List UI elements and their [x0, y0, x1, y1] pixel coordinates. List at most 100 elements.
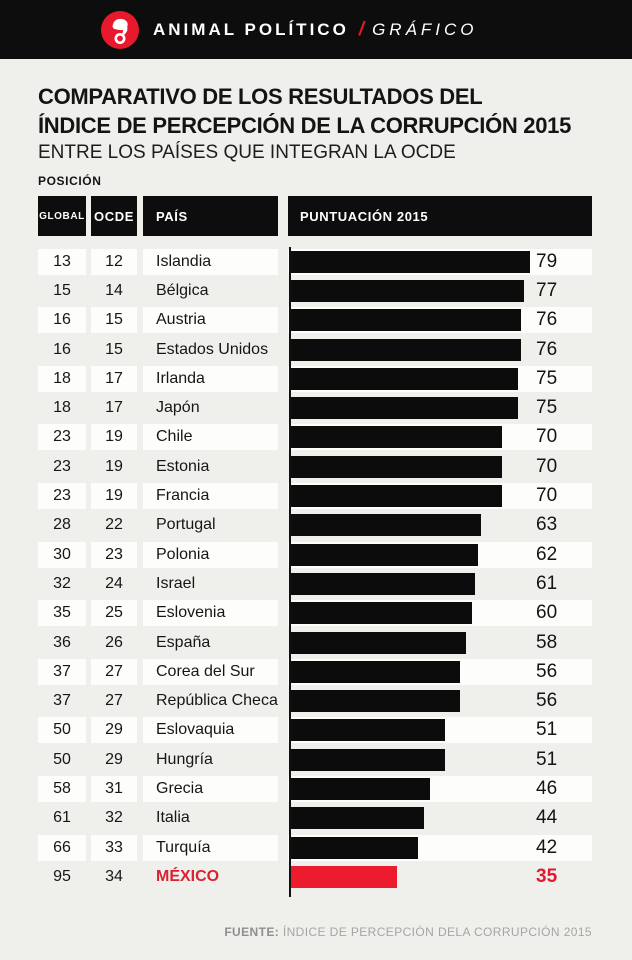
ocde-rank-cell: 24 — [105, 574, 123, 592]
country-cell: Portugal — [156, 516, 216, 534]
score-value: 51 — [536, 748, 558, 770]
score-cell: 44 — [288, 805, 592, 831]
column-header-global: GLOBAL — [38, 196, 86, 236]
score-value: 75 — [536, 397, 558, 419]
score-cell: 75 — [288, 395, 592, 421]
score-bar — [291, 865, 397, 888]
ocde-rank-cell: 32 — [105, 809, 123, 827]
ocde-rank-cell: 27 — [91, 658, 137, 685]
table-row: 58 31 Grecia 46 — [38, 774, 592, 803]
table-row: 32 24 Israel 61 — [38, 569, 592, 598]
brand-section-grafico: GRÁFICO — [372, 19, 478, 39]
global-rank-cell: 95 — [53, 867, 71, 885]
table-row: 18 17 Japón 75 — [38, 393, 592, 422]
country-cell: España — [156, 633, 211, 651]
ocde-rank-cell: 26 — [105, 633, 123, 651]
ocde-rank-cell: 25 — [91, 600, 137, 627]
score-value: 61 — [536, 572, 558, 594]
table-row: 13 12 Islandia 79 — [38, 247, 592, 276]
country-cell: Israel — [156, 574, 196, 592]
country-cell: Francia — [143, 483, 278, 510]
ocde-rank-cell: 33 — [91, 834, 137, 861]
country-cell: Estonia — [156, 457, 210, 475]
table-row: 30 23 Polonia 62 — [38, 540, 592, 569]
global-rank-cell: 32 — [53, 574, 71, 592]
score-cell: 60 — [288, 600, 592, 627]
chart-title-line2: ÍNDICE DE PERCEPCIÓN DE LA CORRUPCIÓN 20… — [38, 113, 572, 138]
country-cell: Bélgica — [156, 281, 209, 299]
column-header-puntuacion: PUNTUACIÓN 2015 — [288, 196, 592, 236]
country-cell: MÉXICO — [156, 867, 220, 885]
score-value: 35 — [536, 865, 558, 887]
table-row: 66 33 Turquía 42 — [38, 833, 592, 862]
score-value: 56 — [536, 690, 558, 712]
ocde-rank-cell: 31 — [91, 775, 137, 802]
source-label: FUENTE: — [224, 924, 280, 939]
score-bar — [291, 338, 521, 361]
ocde-rank-cell: 27 — [105, 692, 123, 710]
score-cell: 58 — [288, 630, 592, 656]
score-value: 46 — [536, 777, 558, 799]
score-value: 70 — [536, 426, 558, 448]
score-value: 62 — [536, 543, 558, 565]
brand-separator-slash: / — [358, 18, 365, 40]
global-rank-cell: 36 — [53, 633, 71, 651]
score-cell: 56 — [288, 658, 592, 685]
table-row: 50 29 Hungría 51 — [38, 745, 592, 774]
rows: 13 12 Islandia 79 15 14 Bélgica 77 16 15 Austria 76… — [38, 247, 592, 892]
country-cell: Hungría — [156, 750, 213, 768]
global-rank-cell: 30 — [38, 541, 86, 568]
global-rank-cell: 37 — [53, 692, 71, 710]
score-cell: 35 — [288, 864, 592, 890]
score-value: 76 — [536, 338, 558, 360]
table-row: 23 19 Estonia 70 — [38, 452, 592, 481]
global-rank-cell: 50 — [53, 750, 71, 768]
score-bar — [291, 514, 482, 537]
country-cell: Eslovaquia — [143, 717, 278, 744]
country-cell: Estados Unidos — [156, 340, 269, 358]
score-value: 76 — [536, 309, 558, 331]
score-value: 70 — [536, 455, 558, 477]
score-bar — [291, 807, 424, 830]
score-bar — [291, 748, 446, 771]
ocde-rank-cell: 19 — [91, 483, 137, 510]
table-row: 36 26 España 58 — [38, 628, 592, 657]
score-bar — [291, 602, 473, 625]
score-cell: 46 — [288, 775, 592, 802]
elephant-on-wheel-icon — [101, 10, 139, 49]
global-rank-cell: 58 — [38, 775, 86, 802]
country-cell: Eslovenia — [143, 600, 278, 627]
bar-axis-line — [289, 247, 291, 897]
score-value: 79 — [536, 250, 558, 272]
country-cell: Corea del Sur — [143, 658, 278, 685]
score-cell: 62 — [288, 541, 592, 568]
ocde-rank-cell: 12 — [91, 248, 137, 275]
country-cell: Grecia — [143, 775, 278, 802]
score-cell: 51 — [288, 747, 592, 773]
source-footnote: FUENTE: ÍNDICE DE PERCEPCIÓN DELA CORRUP… — [38, 925, 592, 939]
table-header-row: GLOBAL OCDE PAÍS PUNTUACIÓN 2015 — [38, 196, 592, 236]
brand-wordmark: ANIMAL POLÍTICO / GRÁFICO — [153, 19, 478, 41]
ocde-rank-cell: 19 — [105, 457, 123, 475]
table-row: 35 25 Eslovenia 60 — [38, 599, 592, 628]
chart-title: COMPARATIVO DE LOS RESULTADOS DEL ÍNDICE… — [38, 82, 592, 140]
score-value: 56 — [536, 660, 558, 682]
score-bar — [291, 250, 530, 273]
ocde-rank-cell: 15 — [105, 340, 123, 358]
score-cell: 56 — [288, 688, 592, 714]
score-bar — [291, 309, 521, 332]
bar-chart-table: 13 12 Islandia 79 15 14 Bélgica 77 16 15 Austria 76… — [38, 247, 592, 897]
table-row: 16 15 Estados Unidos 76 — [38, 335, 592, 364]
score-value: 58 — [536, 631, 558, 653]
score-bar — [291, 367, 518, 390]
table-row: 37 27 Corea del Sur 56 — [38, 657, 592, 686]
score-value: 44 — [536, 807, 558, 829]
table-row: 23 19 Francia 70 — [38, 481, 592, 510]
score-cell: 61 — [288, 571, 592, 597]
global-rank-cell: 23 — [38, 483, 86, 510]
chart-title-line1: COMPARATIVO DE LOS RESULTADOS DEL — [38, 84, 483, 109]
table-row: 61 32 Italia 44 — [38, 804, 592, 833]
score-cell: 70 — [288, 483, 592, 510]
global-rank-cell: 23 — [53, 457, 71, 475]
country-cell: República Checa — [156, 692, 278, 710]
